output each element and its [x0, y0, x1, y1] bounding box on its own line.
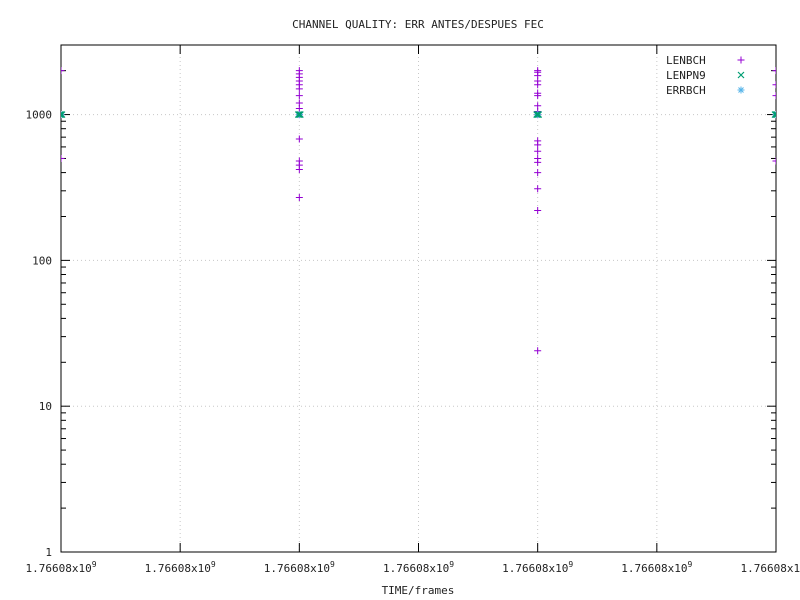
data-point-lenpn9 [772, 111, 776, 118]
data-point-lenbch [295, 105, 303, 113]
data-point-lenbch [534, 147, 542, 155]
data-point-lenpn9 [294, 111, 302, 118]
x-tick-label: 1.76608x109 [740, 560, 800, 575]
y-tick-label: 1000 [26, 109, 53, 122]
data-point-lenbch [534, 347, 542, 355]
x-tick-label: 1.76608x109 [502, 560, 573, 575]
data-point-lenpn9 [296, 111, 304, 118]
y-tick-label: 100 [32, 254, 52, 267]
x-tick-label: 1.76608x109 [145, 560, 216, 575]
data-point-lenbch [295, 193, 303, 201]
x-tick-label: 1.76608x109 [621, 560, 692, 575]
legend-marker-lenpn9 [737, 71, 745, 79]
axis-ticks: 1 10 100 1000 1.76608x109 1.76608x109 1.76608x… [25, 44, 800, 575]
data-point-lenbch [772, 157, 776, 165]
data-point-lenbch [534, 158, 542, 166]
data-point-lenpn9 [534, 111, 542, 118]
data-point-lenbch [534, 206, 542, 214]
data-point-lenpn9 [773, 111, 776, 118]
y-tick-label: 1 [45, 546, 52, 559]
legend: LENBCH LENPN9 ERRBCH [666, 54, 745, 97]
data-point-lenbch [534, 185, 542, 193]
data-point-lenpn9 [535, 111, 543, 118]
data-point-lenbch [534, 92, 542, 100]
y-tick-label: 10 [39, 400, 52, 413]
data-point-lenbch [772, 67, 776, 75]
data-point-lenbch [772, 81, 776, 89]
data-point-lenbch [534, 169, 542, 177]
data-point-lenbch [295, 92, 303, 100]
chart-title: CHANNEL QUALITY: ERR ANTES/DESPUES FEC [292, 18, 544, 31]
series-lenpn9 [61, 111, 776, 118]
data-points [61, 67, 776, 355]
data-point-lenbch [534, 141, 542, 149]
legend-marker-errbch [737, 86, 745, 94]
data-point-lenbch [534, 81, 542, 89]
grid-lines [61, 45, 776, 552]
legend-label-lenbch: LENBCH [666, 54, 706, 67]
data-point-lenpn9 [61, 111, 66, 118]
data-point-lenpn9 [61, 111, 65, 118]
data-point-lenbch [295, 85, 303, 93]
data-point-lenpn9 [61, 111, 64, 118]
data-point-lenpn9 [533, 111, 541, 118]
series-lenbch [61, 67, 776, 355]
data-point-lenbch [295, 135, 303, 143]
data-point-lenpn9 [771, 111, 776, 118]
data-point-lenpn9 [295, 111, 303, 118]
x-tick-label: 1.76608x109 [264, 560, 335, 575]
legend-label-lenpn9: LENPN9 [666, 69, 706, 82]
data-point-lenbch [295, 166, 303, 174]
legend-label-errbch: ERRBCH [666, 84, 706, 97]
x-tick-label: 1.76608x109 [383, 560, 454, 575]
data-point-lenbch [772, 92, 776, 100]
data-point-lenbch [61, 154, 65, 162]
legend-marker-lenbch [737, 56, 745, 64]
x-tick-label: 1.76608x109 [25, 560, 96, 575]
x-axis-label: TIME/frames [382, 584, 455, 597]
data-point-lenbch [61, 67, 65, 75]
